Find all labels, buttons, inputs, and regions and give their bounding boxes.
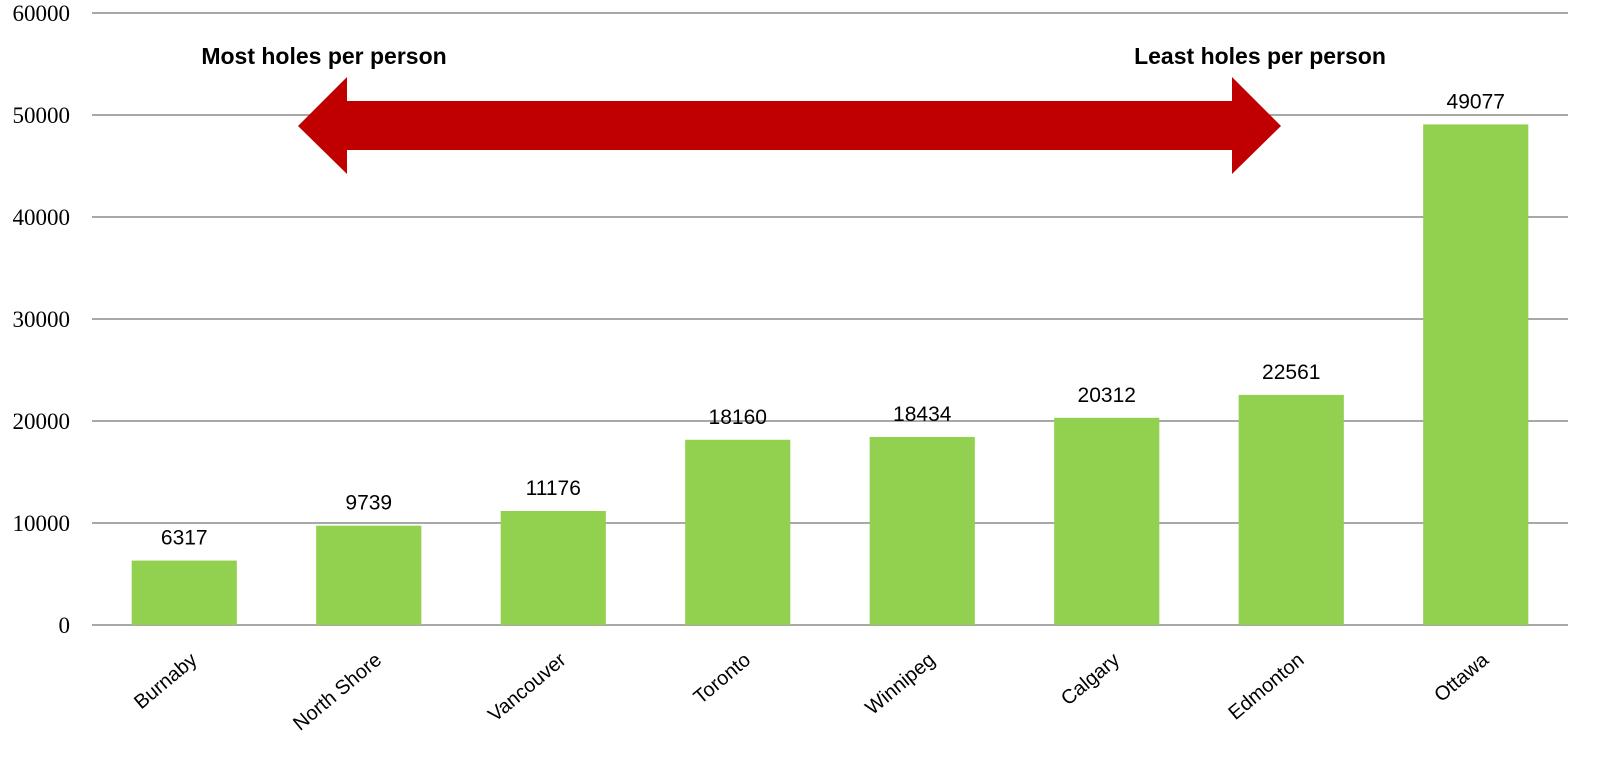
y-tick-label: 30000	[13, 307, 71, 332]
data-label: 6317	[161, 527, 208, 550]
x-tick-label: Toronto	[690, 649, 755, 709]
bar	[1423, 124, 1529, 625]
data-label: 11176	[526, 477, 581, 500]
y-axis-ticks: 0 10000 20000 30000 40000 50000 60000	[13, 1, 71, 638]
data-label: 18160	[709, 406, 767, 429]
data-label: 20312	[1078, 384, 1136, 407]
bar	[1054, 417, 1160, 625]
data-labels: 6317 9739 11176 18160 18434 20312 22561 49077	[161, 90, 1505, 549]
y-tick-label: 10000	[13, 511, 71, 536]
bar	[316, 525, 422, 625]
y-tick-label: 60000	[13, 1, 71, 26]
data-label: 18434	[893, 403, 952, 426]
bar	[685, 439, 791, 625]
y-tick-label: 50000	[13, 103, 71, 128]
bar	[500, 511, 606, 625]
x-tick-label: Ottawa	[1430, 648, 1493, 706]
bars	[131, 124, 1529, 625]
bar	[1238, 394, 1344, 625]
data-label: 49077	[1447, 90, 1505, 113]
double-headed-arrow	[298, 77, 1281, 174]
x-tick-label: Vancouver	[484, 649, 571, 727]
x-tick-label: North Shore	[289, 649, 386, 735]
y-tick-label: 40000	[13, 205, 71, 230]
x-axis-ticks: Burnaby North Shore Vancouver Toronto Winnip…	[130, 648, 1493, 735]
data-label: 9739	[345, 492, 392, 515]
x-tick-label: Burnaby	[130, 649, 201, 714]
x-tick-label: Edmonton	[1224, 649, 1308, 724]
bar	[869, 436, 975, 625]
x-tick-label: Winnipeg	[861, 649, 939, 719]
least-holes-label: Least holes per person	[1134, 43, 1386, 69]
y-tick-label: 20000	[13, 409, 71, 434]
data-label: 22561	[1262, 361, 1320, 384]
y-tick-label: 0	[59, 613, 71, 638]
bar	[131, 560, 237, 625]
x-tick-label: Calgary	[1057, 649, 1124, 710]
most-holes-label: Most holes per person	[201, 43, 446, 69]
